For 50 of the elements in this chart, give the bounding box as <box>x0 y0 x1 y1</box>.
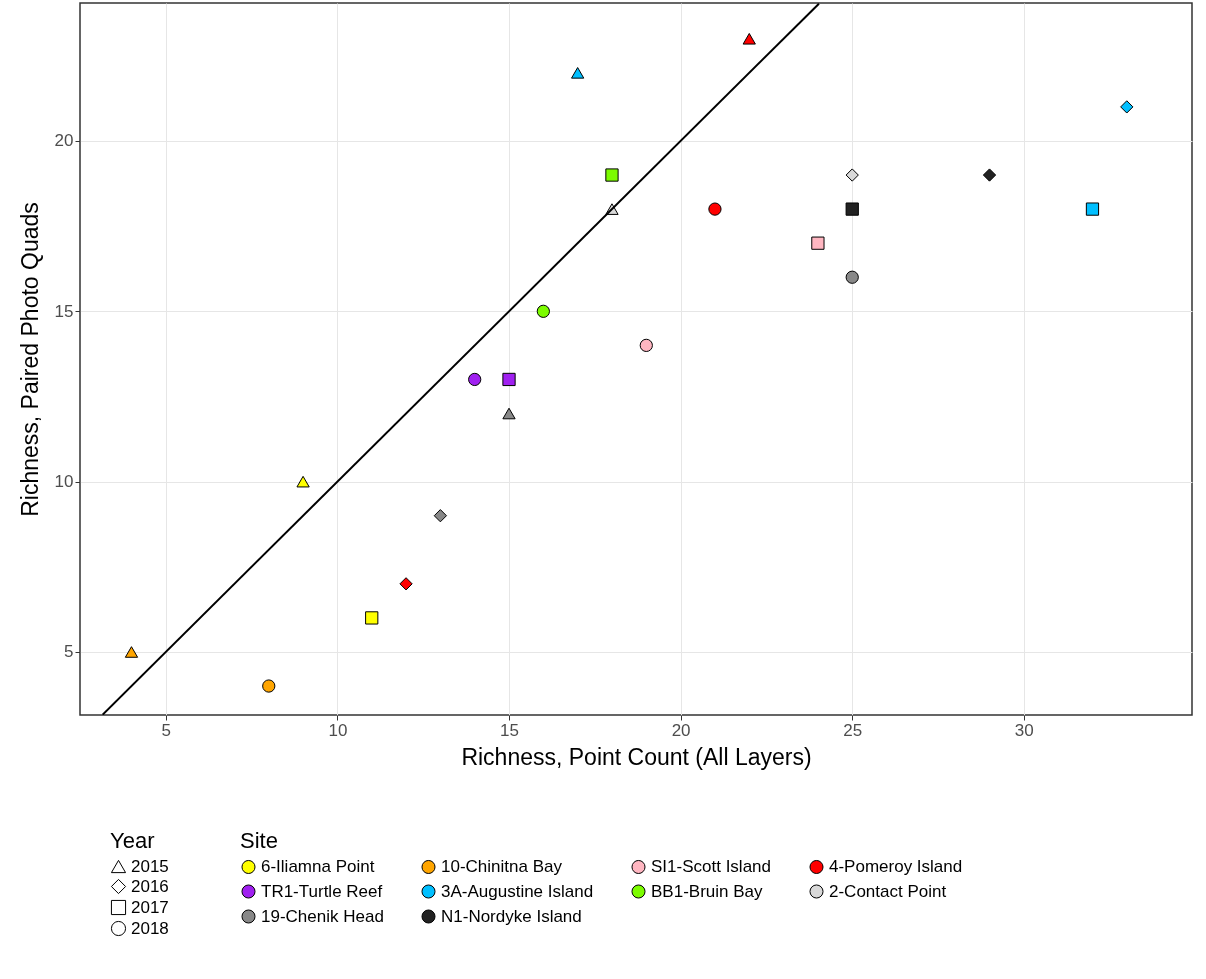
point <box>124 646 139 658</box>
point <box>708 202 722 216</box>
legend-label: TR1-Turtle Reef <box>261 881 383 901</box>
x-tick-label: 10 <box>328 720 348 740</box>
x-tick-label: 25 <box>843 720 863 740</box>
legend-label: BB1-Bruin Bay <box>651 881 763 901</box>
legend-label: 10-Chinitna Bay <box>441 856 563 876</box>
y-tick-label: 15 <box>54 301 74 321</box>
point <box>639 338 653 352</box>
x-tick-label: 20 <box>671 720 691 740</box>
point <box>502 372 516 387</box>
legend-label: 19-Chenik Head <box>261 906 384 926</box>
point <box>296 475 310 488</box>
legend-label: N1-Nordyke Island <box>441 906 582 926</box>
point <box>433 509 447 523</box>
y-tick-label: 20 <box>54 131 74 151</box>
legend-label: 4-Pomeroy Island <box>829 856 963 876</box>
legend-label: 2018 <box>131 918 169 938</box>
x-tick-label: 15 <box>500 720 519 740</box>
point <box>365 611 379 625</box>
y-tick-label: 5 <box>64 642 74 662</box>
point <box>742 32 756 45</box>
point <box>845 202 859 216</box>
legend-label: 6-Iliamna Point <box>261 856 375 876</box>
legend-label: 3A-Augustine Island <box>441 881 594 901</box>
point <box>845 168 859 182</box>
point <box>982 168 997 182</box>
x-axis-title: Richness, Point Count (All Layers) <box>461 743 812 770</box>
legend-label: 2017 <box>131 897 169 917</box>
point <box>262 679 276 693</box>
point <box>845 270 859 284</box>
legend-label: 2016 <box>131 876 169 896</box>
x-tick-label: 30 <box>1014 720 1034 740</box>
point <box>571 67 585 79</box>
point <box>502 407 516 420</box>
y-tick-label: 10 <box>54 472 74 492</box>
point <box>1085 202 1100 216</box>
point <box>811 236 825 250</box>
point <box>605 168 619 182</box>
point <box>468 372 482 387</box>
point <box>399 577 413 591</box>
y-axis-title: Richness, Paired Photo Quads <box>16 202 43 517</box>
legend-label: SI1-Scott Island <box>651 856 772 876</box>
legend-label: 2015 <box>131 856 169 876</box>
point <box>1120 100 1134 114</box>
x-tick-label: 5 <box>161 720 172 740</box>
text: Site <box>240 828 278 853</box>
point <box>536 304 550 318</box>
text: Year <box>110 828 155 853</box>
legend-label: 2-Contact Point <box>829 881 947 901</box>
